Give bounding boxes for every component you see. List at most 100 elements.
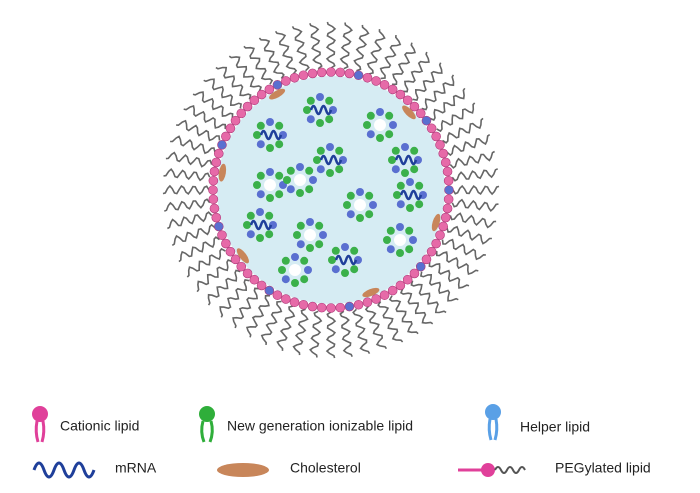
peg-chain — [399, 288, 434, 325]
peg-chain — [435, 250, 479, 276]
cationic-lipid-head — [225, 123, 236, 134]
cationic-lipid-head — [440, 212, 451, 223]
peg-chain — [291, 26, 310, 72]
ionizable-lipid-head — [415, 200, 424, 209]
peg-chain — [449, 212, 497, 229]
legend-label: PEGylated lipid — [555, 460, 651, 476]
cationic-lipid-head — [387, 285, 398, 296]
cationic-lipid-head — [316, 302, 327, 313]
cationic-lipid-head — [415, 108, 426, 119]
ionizable-lipid-head — [296, 163, 304, 171]
cationic-lipid-head — [395, 89, 406, 100]
helper-lipid-head — [272, 80, 283, 90]
ionizable-lipid-head — [350, 265, 359, 274]
ionizable-lipid-head — [369, 201, 377, 209]
ionizable-lipid-head — [306, 218, 314, 226]
ionizable-lipid-head — [266, 194, 274, 202]
peg-chain — [219, 278, 250, 318]
cationic-lipid-head — [221, 131, 231, 142]
ionizable-lipid-head — [291, 279, 299, 287]
head — [481, 463, 495, 477]
cationic-lipid-head — [236, 261, 247, 272]
peg-chain — [446, 225, 492, 245]
ionizable-lipid-head — [281, 275, 290, 284]
ionizable-lipid-head — [256, 208, 264, 216]
ionizable-lipid-head — [383, 236, 391, 244]
ionizable-lipid-head — [396, 249, 404, 257]
peg-chain — [442, 117, 484, 144]
legend-label: Cholesterol — [290, 460, 361, 476]
peg-chain — [446, 133, 491, 157]
peg-chain — [388, 295, 419, 335]
ionizable-lipid-head — [275, 190, 284, 199]
peg-chain — [292, 308, 309, 356]
cationic-lipid-head — [353, 299, 364, 310]
ionizable-lipid-head — [296, 221, 305, 230]
mrna — [394, 154, 418, 166]
peg-chain — [436, 102, 476, 133]
helper-lipid-head — [444, 185, 454, 195]
ionizable-lipid-head — [415, 181, 424, 190]
cationic-lipid-head — [256, 280, 267, 291]
helper-lipid-head — [353, 70, 364, 81]
tails — [34, 420, 46, 443]
peg-chain — [243, 45, 274, 85]
peg-chain — [258, 37, 285, 79]
ionizable-lipid-head — [309, 176, 317, 184]
cationic-lipid-head — [209, 166, 220, 177]
peg-chain — [192, 91, 234, 119]
helper-lipid-head — [217, 140, 227, 150]
cationic-lipid-head — [211, 212, 222, 223]
ionizable-lipid-head — [281, 256, 290, 265]
ionizable-lipid-head — [305, 166, 314, 175]
cationic-lipid-head — [249, 95, 260, 106]
cationic-lipid-head — [409, 268, 420, 279]
ionizable-lipid-head — [315, 240, 324, 249]
peg-chain — [366, 29, 386, 75]
peg-chain — [441, 238, 486, 261]
mrna — [319, 154, 343, 166]
cationic-lipid-head — [440, 157, 451, 168]
cationic-lipid-head — [426, 246, 437, 257]
ionizable-lipid-head — [325, 96, 334, 105]
ionizable-lipid-head — [405, 226, 414, 235]
cationic-lipid-head — [379, 290, 390, 300]
peg-chain — [186, 247, 226, 278]
ionizable-lipid-head — [319, 231, 327, 239]
ionizable-lipid-head — [315, 221, 324, 230]
legend-label: mRNA — [115, 460, 157, 476]
peg-chain — [352, 308, 371, 354]
cationic-lipid-head — [249, 274, 260, 285]
ionizable-lipid-head — [356, 188, 364, 196]
cationic-lipid-head — [289, 72, 300, 83]
ionizable-lipid-head — [278, 266, 286, 274]
peg-chain — [183, 104, 227, 130]
ionizable-lipid-head — [313, 156, 321, 164]
peg-chain — [167, 211, 213, 230]
cationic-lipid-head — [272, 290, 283, 300]
cholesterol — [402, 105, 416, 120]
peg-chain — [410, 280, 447, 314]
cholesterol — [362, 287, 380, 298]
helper-lipid-icon — [485, 404, 501, 441]
ionizable-lipid-head — [266, 168, 274, 176]
ionizable-lipid-head — [266, 118, 274, 126]
cholesterol — [431, 213, 441, 232]
ionizable-lipid-head — [365, 210, 374, 219]
cationic-lipid-head — [438, 148, 449, 159]
cationic-lipid-head — [307, 68, 318, 79]
ionizable-lipid-head — [335, 165, 344, 174]
ionizable-lipid-head — [286, 185, 295, 194]
peg-chain — [339, 22, 353, 70]
ionizable-lipid-head — [386, 245, 395, 254]
cluster-core — [289, 264, 301, 276]
cationic-lipid-head — [225, 246, 236, 257]
helper-lipid-head — [344, 301, 355, 312]
ionizable-lipid-head — [325, 115, 334, 124]
helper-lipid-head — [415, 261, 426, 272]
ionizable-lipid-head — [376, 108, 384, 116]
cationic-lipid-head — [431, 131, 441, 142]
ionizable-lipid-head — [356, 214, 364, 222]
peg-chain — [178, 236, 220, 263]
cationic-lipid-head — [409, 101, 420, 112]
